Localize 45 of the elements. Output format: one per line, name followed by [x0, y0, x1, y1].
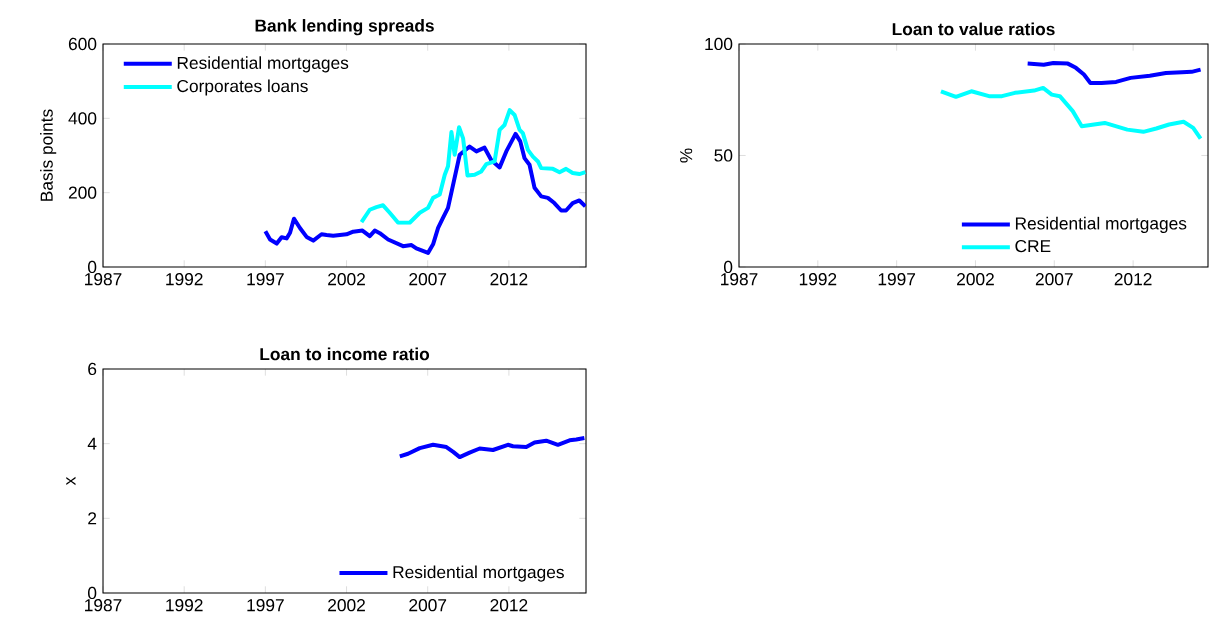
legend-label: Corporates loans — [177, 79, 308, 96]
legend-label: Residential mortgages — [393, 565, 564, 582]
line-series — [263, 131, 587, 255]
legend-label: CRE — [1015, 239, 1051, 253]
x-tick-label: 2007 — [409, 599, 447, 612]
x-tick-label: 1992 — [799, 273, 837, 286]
x-tick-label: 1987 — [721, 273, 758, 286]
y-tick-label: 200 — [68, 186, 97, 199]
x-tick-label: 2002 — [328, 599, 365, 612]
legend-label: Residential mortgages — [177, 56, 349, 73]
y-tick-label: 50 — [714, 149, 733, 162]
chart-title: Bank lending spreads — [255, 19, 434, 36]
x-tick-label: 1987 — [85, 273, 122, 286]
y-axis-title: x — [66, 476, 76, 486]
y-axis-title: % — [680, 148, 693, 163]
x-tick-label: 2012 — [490, 599, 528, 612]
x-tick-label: 2012 — [1114, 273, 1152, 286]
y-tick-label: 6 — [88, 362, 97, 376]
x-tick-label: 1997 — [247, 599, 284, 612]
y-tick-label: 400 — [68, 112, 97, 125]
y-tick-label: 0 — [88, 586, 97, 600]
line-series — [938, 85, 1203, 141]
y-tick-label: 100 — [705, 37, 733, 51]
x-tick-label: 1987 — [85, 599, 122, 612]
line-series — [359, 108, 587, 225]
y-axis-title: Basis points — [40, 109, 57, 201]
chart-title: Loan to value ratios — [892, 22, 1055, 36]
chart-title: Loan to income ratio — [260, 347, 430, 361]
x-tick-label: 2002 — [957, 273, 994, 286]
x-tick-label: 2012 — [490, 273, 528, 286]
y-tick-label: 4 — [87, 437, 97, 450]
legend-label: Residential mortgages — [1015, 216, 1187, 233]
y-tick-label: 0 — [88, 260, 97, 274]
x-tick-label: 1992 — [166, 273, 203, 286]
line-series — [397, 436, 587, 460]
x-tick-label: 2002 — [328, 273, 365, 286]
x-tick-label: 1992 — [166, 599, 203, 612]
y-tick-label: 2 — [88, 512, 97, 525]
x-tick-label: 2007 — [409, 273, 447, 286]
line-series — [1025, 60, 1203, 86]
x-tick-label: 1997 — [878, 273, 916, 286]
y-tick-label: 0 — [723, 260, 733, 274]
x-tick-label: 1997 — [247, 273, 284, 286]
x-tick-label: 2007 — [1035, 273, 1073, 286]
y-tick-label: 600 — [68, 37, 97, 51]
